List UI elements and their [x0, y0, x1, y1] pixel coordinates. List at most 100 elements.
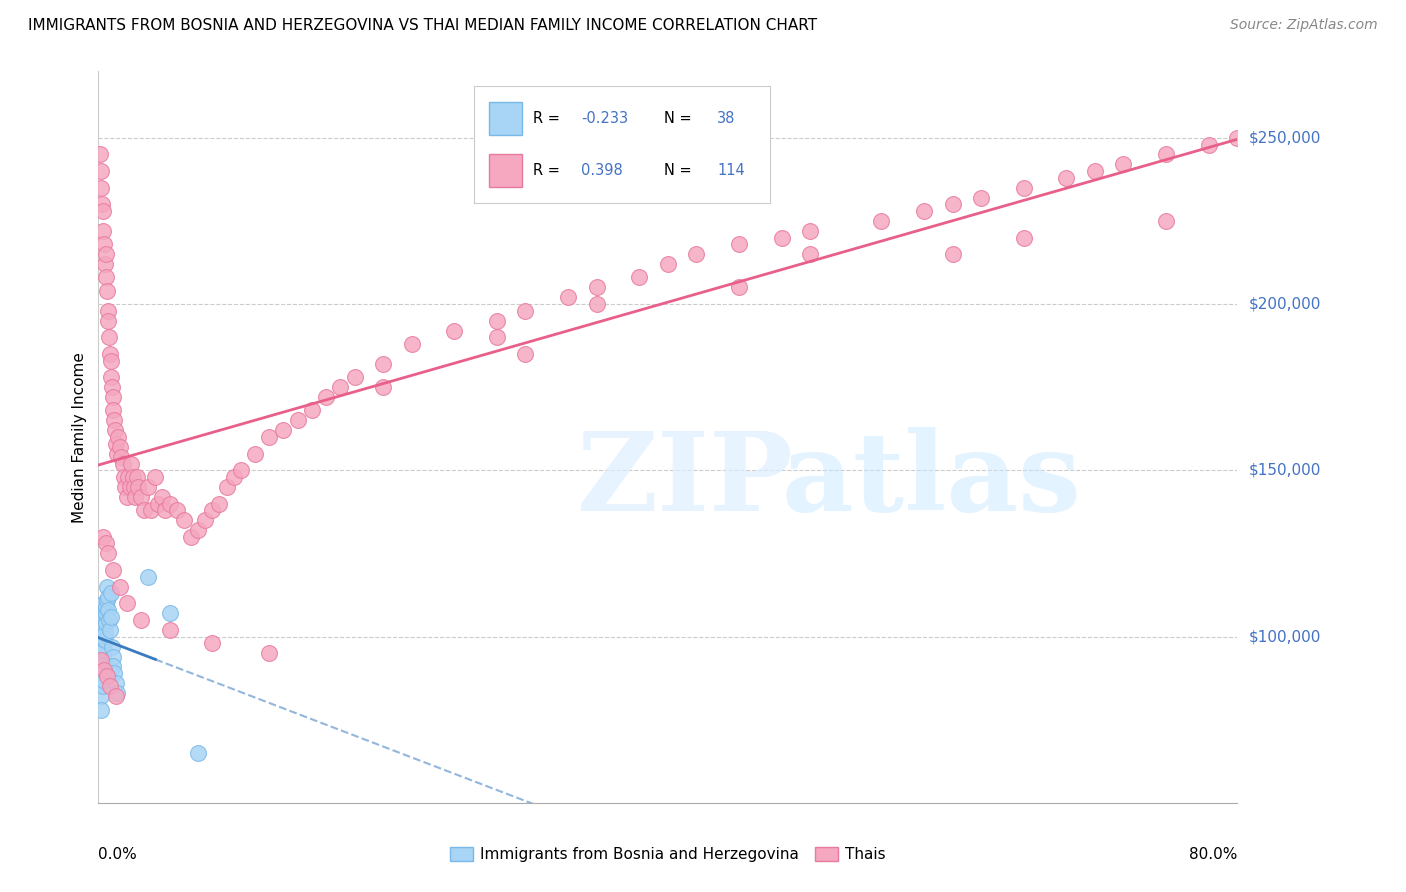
Point: [557, 290, 579, 304]
Point: [159, 623, 181, 637]
Point: [122, 480, 145, 494]
Point: [105, 447, 128, 461]
Point: [515, 303, 537, 318]
Point: [103, 413, 125, 427]
Point: [94, 247, 117, 261]
Point: [93, 653, 115, 667]
Point: [315, 390, 337, 404]
Point: [118, 480, 141, 494]
Point: [100, 586, 122, 600]
Point: [90, 703, 112, 717]
Text: atlas: atlas: [782, 427, 1081, 534]
Point: [108, 440, 131, 454]
Point: [259, 430, 281, 444]
Point: [91, 630, 114, 644]
Point: [136, 480, 159, 494]
Point: [799, 224, 821, 238]
Point: [104, 424, 127, 438]
Point: [115, 490, 138, 504]
Point: [91, 204, 114, 219]
Point: [127, 480, 149, 494]
Point: [145, 470, 167, 484]
Point: [93, 673, 115, 687]
Point: [685, 247, 707, 261]
Point: [94, 616, 117, 631]
Point: [515, 347, 537, 361]
Text: 80.0%: 80.0%: [1189, 847, 1237, 862]
Point: [101, 390, 124, 404]
Point: [155, 503, 177, 517]
Point: [111, 457, 134, 471]
Point: [101, 640, 124, 654]
Point: [93, 643, 115, 657]
Point: [371, 380, 394, 394]
Point: [1112, 157, 1135, 171]
Point: [103, 666, 125, 681]
Point: [104, 676, 127, 690]
Point: [329, 380, 352, 394]
Point: [90, 690, 112, 704]
Point: [93, 224, 115, 238]
Point: [94, 626, 117, 640]
Point: [110, 450, 132, 464]
Text: $200,000: $200,000: [1249, 297, 1320, 311]
Point: [129, 613, 152, 627]
Point: [229, 463, 252, 477]
Point: [148, 497, 170, 511]
Point: [94, 607, 117, 621]
Point: [96, 599, 118, 614]
Point: [91, 530, 114, 544]
Point: [93, 237, 115, 252]
Point: [1012, 230, 1035, 244]
Point: [115, 596, 138, 610]
Point: [159, 607, 181, 621]
Point: [152, 490, 174, 504]
Point: [486, 330, 509, 344]
Point: [187, 746, 209, 760]
Legend: Immigrants from Bosnia and Herzegovina, Thais: Immigrants from Bosnia and Herzegovina, …: [444, 841, 891, 868]
Point: [108, 580, 131, 594]
Point: [90, 619, 112, 633]
Point: [89, 147, 111, 161]
Point: [117, 470, 139, 484]
Point: [628, 270, 651, 285]
Point: [870, 214, 893, 228]
Point: [159, 497, 181, 511]
Point: [371, 357, 394, 371]
Point: [287, 413, 309, 427]
Point: [96, 284, 118, 298]
Point: [91, 680, 114, 694]
Text: IMMIGRANTS FROM BOSNIA AND HERZEGOVINA VS THAI MEDIAN FAMILY INCOME CORRELATION : IMMIGRANTS FROM BOSNIA AND HERZEGOVINA V…: [28, 18, 817, 33]
Point: [96, 580, 118, 594]
Point: [121, 470, 143, 484]
Point: [970, 191, 993, 205]
Point: [657, 257, 679, 271]
Point: [97, 590, 120, 604]
Point: [98, 330, 121, 344]
Point: [93, 663, 115, 677]
Point: [94, 257, 117, 271]
Point: [103, 659, 125, 673]
Point: [93, 596, 115, 610]
Point: [89, 669, 111, 683]
Point: [97, 303, 120, 318]
Point: [486, 314, 509, 328]
Text: $100,000: $100,000: [1249, 629, 1320, 644]
Point: [89, 656, 111, 670]
Text: $250,000: $250,000: [1249, 130, 1320, 145]
Point: [96, 270, 118, 285]
Point: [90, 164, 112, 178]
Point: [103, 403, 125, 417]
Point: [1084, 164, 1107, 178]
Point: [104, 436, 127, 450]
Point: [1154, 147, 1177, 161]
Point: [208, 497, 231, 511]
Point: [101, 649, 124, 664]
Point: [194, 513, 217, 527]
Point: [1012, 180, 1035, 194]
Point: [97, 603, 120, 617]
Point: [201, 636, 224, 650]
Point: [112, 470, 135, 484]
Point: [105, 686, 128, 700]
Point: [443, 324, 465, 338]
